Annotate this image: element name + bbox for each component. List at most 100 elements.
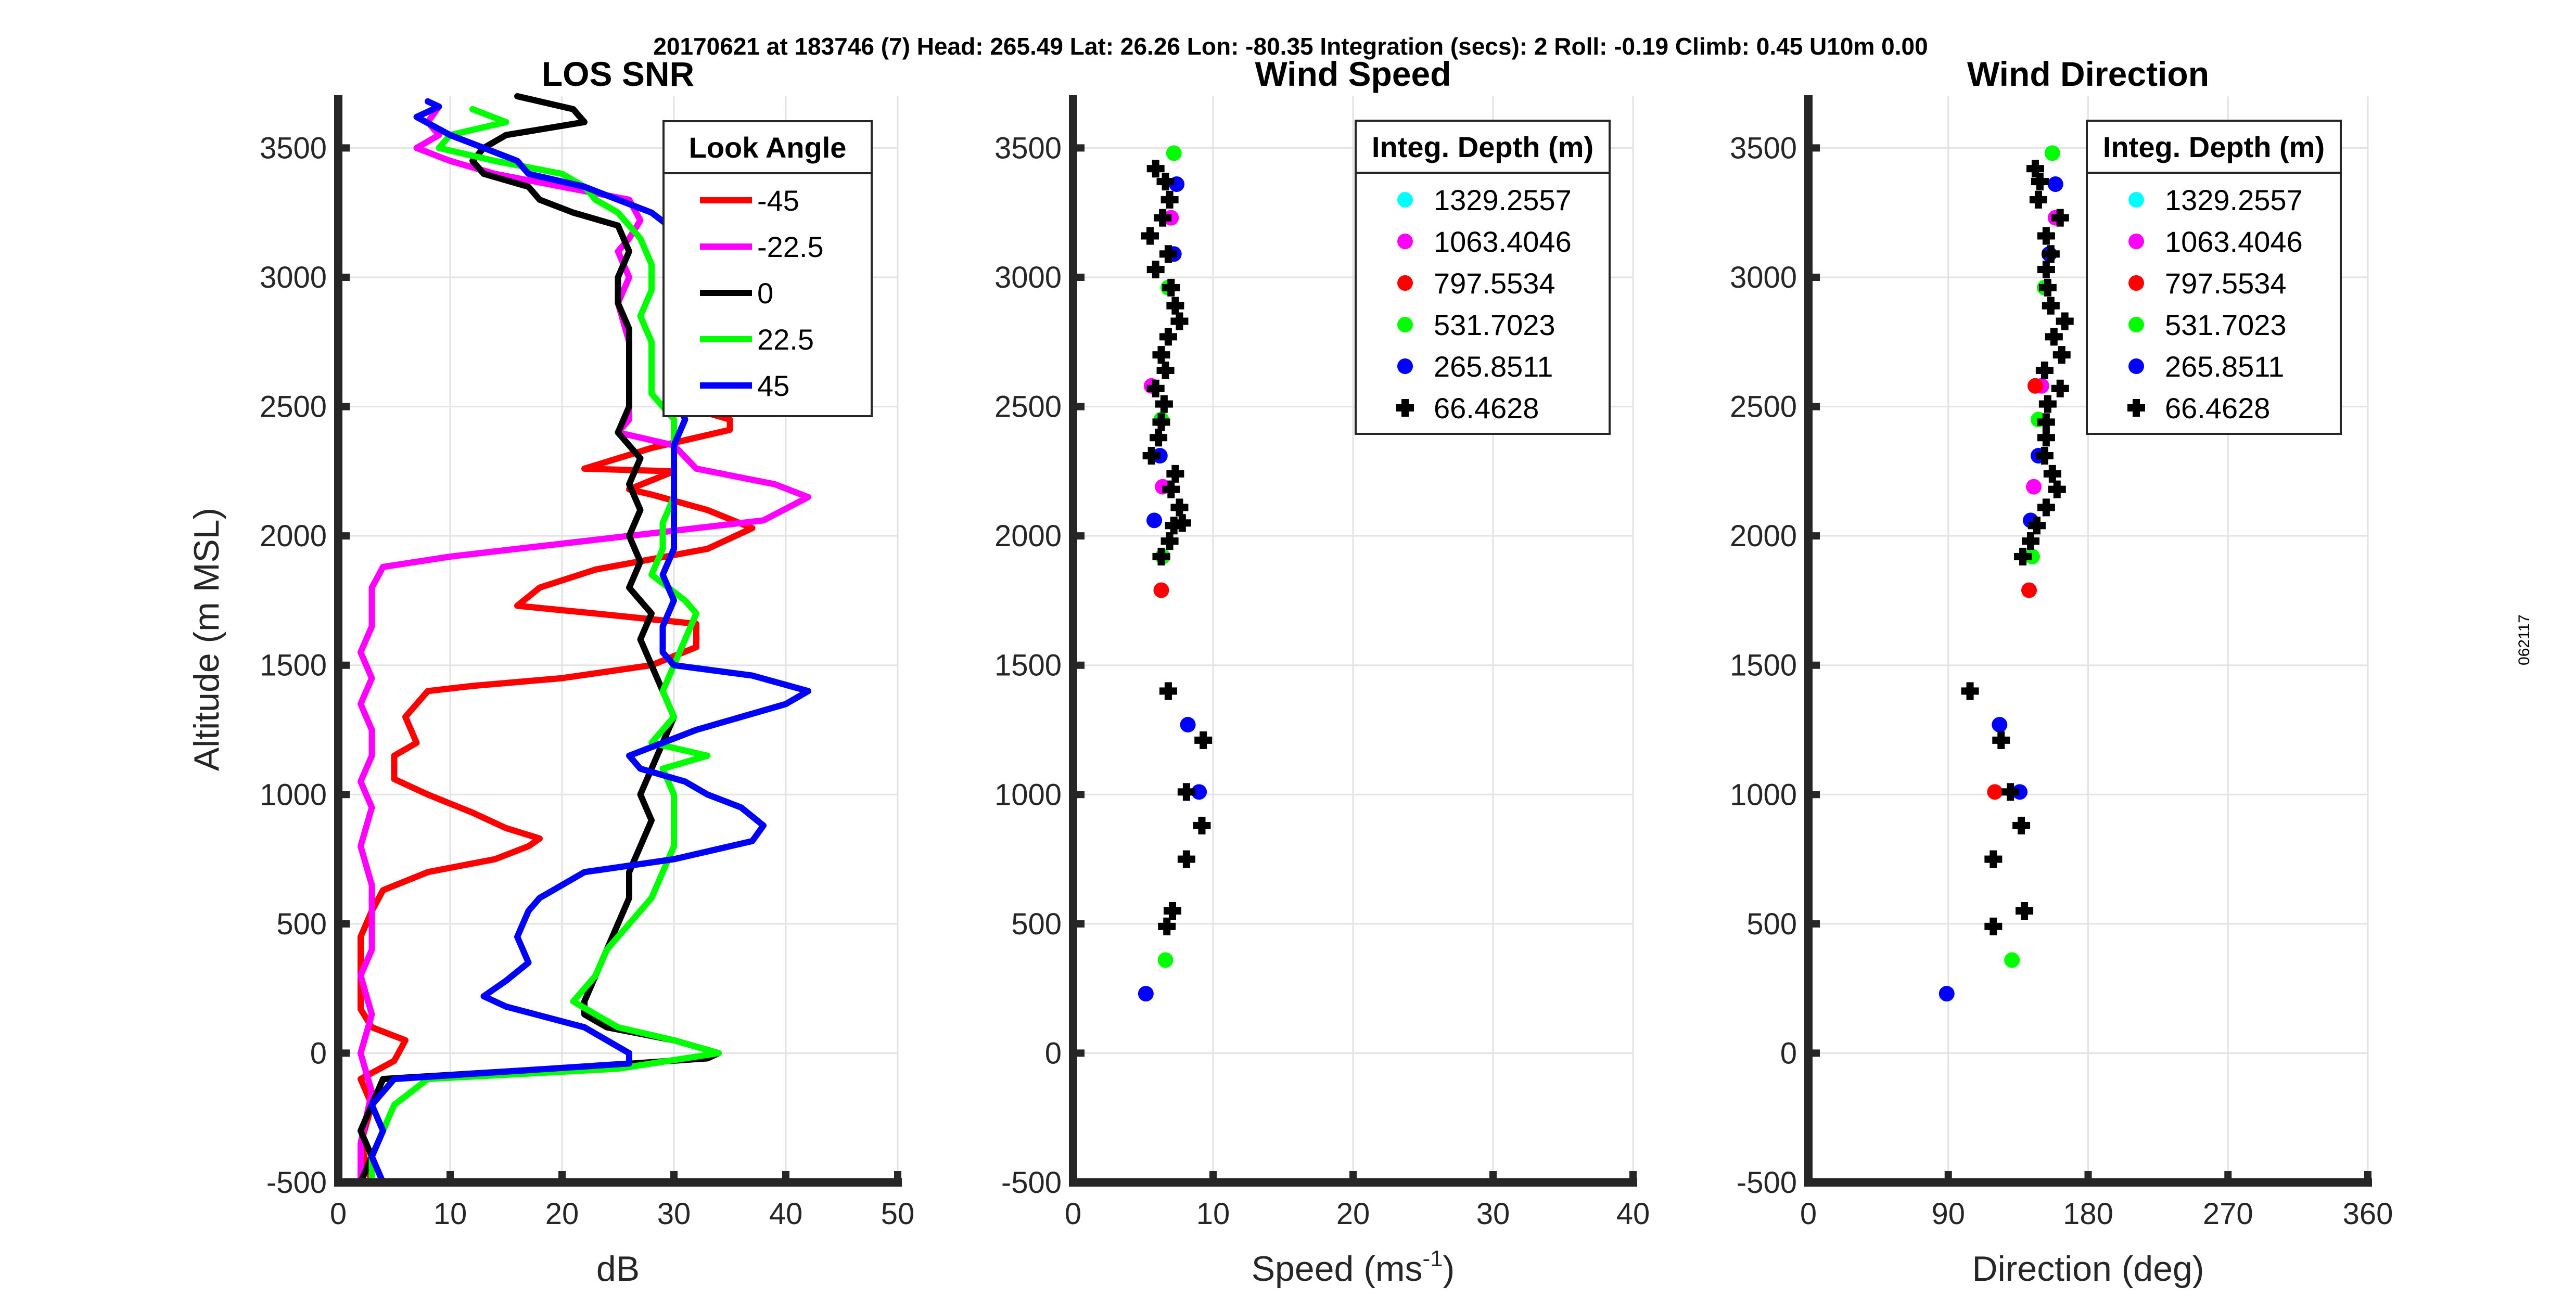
- y-tick-label: 500: [1011, 907, 1062, 941]
- legend-entry: 22.5: [757, 323, 814, 356]
- data-point-66-4628: [1162, 278, 1180, 297]
- y-tick-label: -500: [1737, 1166, 1797, 1200]
- y-tick-label: -500: [266, 1166, 327, 1200]
- legend-entry: -45: [757, 184, 799, 217]
- x-axis-label: dB: [596, 1249, 640, 1289]
- legend-entry: 265.8511: [1434, 350, 1553, 383]
- legend-swatch-1063-4046: [2128, 234, 2144, 249]
- data-point-66-4628: [1177, 783, 1195, 801]
- panel-title: Wind Speed: [1255, 55, 1451, 93]
- x-tick-label: 20: [1336, 1197, 1370, 1231]
- data-point-797-5534: [2027, 378, 2043, 394]
- los-snr-panel: 0 10 20 30 40 50-5000500100015002000250030003…: [187, 55, 914, 1289]
- data-point-66-4628: [1159, 328, 1177, 346]
- data-point-66-4628: [1177, 850, 1195, 868]
- data-point-66-4628: [2027, 517, 2046, 535]
- y-tick-label: 2000: [1730, 519, 1797, 553]
- data-point-66-4628: [2035, 447, 2054, 465]
- data-point-531-7023: [2004, 952, 2020, 968]
- data-point-66-4628: [2037, 413, 2055, 431]
- legend-swatch-1063-4046: [1397, 234, 1413, 249]
- data-point-66-4628: [2016, 902, 2034, 920]
- legend-swatch-797-5534: [2128, 275, 2144, 291]
- data-point-66-4628: [1173, 514, 1191, 532]
- data-point-265-8511: [1191, 784, 1207, 800]
- y-tick-label: 2500: [1730, 390, 1797, 424]
- data-point-531-7023: [2044, 145, 2060, 161]
- data-point-66-4628: [2001, 783, 2020, 801]
- legend-swatch-1329-2557: [1397, 192, 1413, 208]
- data-point-66-4628: [1152, 547, 1170, 565]
- data-point-66-4628: [2037, 429, 2055, 447]
- data-point-66-4628: [1161, 190, 1179, 209]
- panel-title: Wind Direction: [1967, 55, 2209, 93]
- data-point-66-4628: [1194, 731, 1213, 749]
- x-tick-label: 270: [2203, 1197, 2253, 1231]
- legend-title: Integ. Depth (m): [2103, 131, 2325, 163]
- data-point-66-4628: [1163, 902, 1181, 920]
- data-point-265-8511: [1180, 717, 1196, 733]
- wind-direction-panel: 0 90 180 270 360-500050010001500200025003000…: [1730, 55, 2393, 1289]
- data-point-66-4628: [1166, 465, 1184, 483]
- data-point-66-4628: [2038, 395, 2057, 413]
- data-point-66-4628: [1159, 682, 1177, 700]
- data-point-66-4628: [1142, 447, 1161, 465]
- data-point-66-4628: [2037, 261, 2055, 279]
- legend-swatch-531-7023: [1397, 317, 1413, 332]
- legend-entry: 1063.4046: [2165, 225, 2303, 258]
- data-point-66-4628: [2048, 480, 2066, 498]
- legend-box: [662, 120, 873, 417]
- x-tick-label: 0: [1065, 1197, 1081, 1231]
- legend-entry: 265.8511: [2165, 350, 2284, 383]
- legend-title: Integ. Depth (m): [1372, 131, 1593, 163]
- data-point-66-4628: [1166, 297, 1184, 315]
- data-point-66-4628: [2043, 465, 2061, 483]
- x-tick-label: 180: [2063, 1197, 2113, 1231]
- y-axis-label: Altitude (m MSL): [187, 508, 226, 771]
- legend-title: Look Angle: [689, 131, 847, 164]
- data-point-66-4628: [1193, 816, 1211, 834]
- x-tick-label: 360: [2343, 1197, 2393, 1231]
- data-point-66-4628: [1158, 917, 1176, 935]
- data-point-797-5534: [2021, 582, 2037, 598]
- data-point-531-7023: [1157, 952, 1174, 968]
- legend-entry: -22.5: [757, 230, 824, 263]
- x-tick-label: 30: [1476, 1197, 1510, 1231]
- legend-entry: 797.5534: [2165, 267, 2287, 300]
- data-point-66-4628: [1146, 379, 1165, 397]
- legend-swatch-66-4628: [1396, 399, 1414, 417]
- y-tick-label: 500: [276, 907, 327, 941]
- data-point-66-4628: [2042, 245, 2060, 263]
- data-point-66-4628: [2056, 312, 2074, 330]
- data-point-66-4628: [2037, 227, 2055, 245]
- data-point-66-4628: [1150, 429, 1168, 447]
- data-point-265-8511: [2047, 176, 2063, 192]
- series-line-22-5: [368, 106, 722, 1186]
- x-tick-label: 90: [1931, 1197, 1965, 1231]
- data-point-66-4628: [1141, 227, 1159, 245]
- legend-entry: 1329.2557: [1434, 184, 1572, 216]
- data-point-66-4628: [1154, 209, 1172, 227]
- data-point-66-4628: [2042, 297, 2060, 315]
- y-tick-label: 2500: [260, 390, 327, 424]
- speed-depth-legend: Integ. Depth (m) 1329.2557 1063.4046 797.55…: [1355, 120, 1611, 435]
- legend-entry: 531.7023: [1434, 308, 1555, 341]
- data-point-66-4628: [2014, 547, 2032, 565]
- data-point-265-8511: [2012, 784, 2028, 800]
- panel-title: LOS SNR: [542, 55, 694, 93]
- data-point-66-4628: [1170, 312, 1189, 330]
- y-tick-label: 3000: [994, 261, 1062, 294]
- y-tick-label: 1000: [1730, 778, 1797, 812]
- legend-entry: 0: [757, 277, 773, 310]
- legend-entry: 45: [757, 369, 789, 402]
- data-point-66-4628: [2031, 173, 2049, 191]
- y-tick-label: 0: [310, 1036, 327, 1070]
- data-point-66-4628: [1159, 245, 1177, 263]
- data-point-66-4628: [2051, 379, 2069, 397]
- data-point-66-4628: [1156, 173, 1175, 191]
- legend-entry: 66.4628: [2165, 392, 2270, 425]
- y-tick-label: 3500: [994, 131, 1062, 165]
- x-tick-label: 50: [881, 1197, 915, 1231]
- data-point-66-4628: [2038, 278, 2057, 297]
